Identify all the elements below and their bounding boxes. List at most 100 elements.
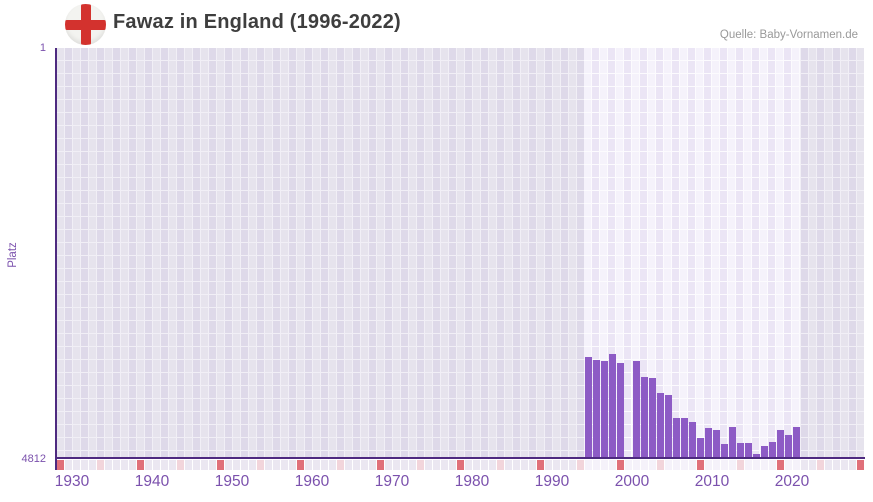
bar-2006[interactable]: [664, 395, 672, 457]
year-strip-cell-1996: [584, 460, 592, 470]
bar-2012[interactable]: [712, 430, 720, 457]
x-tick-label-1980: 1980: [454, 473, 490, 490]
year-strip-cell-1953: [240, 460, 248, 470]
bar-2013[interactable]: [720, 443, 728, 457]
x-axis-line: [56, 457, 865, 459]
year-strip-cell-1967: [352, 460, 360, 470]
bar-2019[interactable]: [768, 441, 776, 457]
year-strip-cell-2021: [784, 460, 792, 470]
x-tick-label-2010: 2010: [694, 473, 730, 490]
year-strip-cell-2014: [728, 460, 736, 470]
year-strip-cell-1934: [88, 460, 96, 470]
year-strip-cell-1945: [176, 460, 184, 470]
y-axis-line: [55, 48, 57, 470]
year-strip-cell-1950: [216, 460, 224, 470]
year-strip-cell-2007: [672, 460, 680, 470]
y-tick-bottom: 4812: [21, 453, 46, 465]
year-strip-cell-1975: [416, 460, 424, 470]
year-strip-cell-1959: [288, 460, 296, 470]
bar-2009[interactable]: [688, 422, 696, 457]
year-strip-cell-2026: [824, 460, 832, 470]
flag-cross-vertical: [80, 4, 91, 45]
year-strip-cell-1970: [376, 460, 384, 470]
year-strip-cell-1955: [256, 460, 264, 470]
bar-2004[interactable]: [648, 378, 656, 457]
year-strip-cell-1999: [608, 460, 616, 470]
year-strip-cell-1962: [312, 460, 320, 470]
year-strip-cell-1969: [368, 460, 376, 470]
year-strip-cell-2023: [800, 460, 808, 470]
year-strip-cell-2010: [696, 460, 704, 470]
bar-2017[interactable]: [752, 454, 760, 457]
bar-2021[interactable]: [784, 435, 792, 457]
year-strip-cell-1935: [96, 460, 104, 470]
bar-2005[interactable]: [656, 392, 664, 457]
bar-1998[interactable]: [600, 361, 608, 457]
year-strip-cell-2004: [648, 460, 656, 470]
year-strip-cell-2019: [768, 460, 776, 470]
bar-2020[interactable]: [776, 429, 784, 457]
year-strip-cell-1994: [568, 460, 576, 470]
year-strip-cell-1966: [344, 460, 352, 470]
plot-area: [57, 48, 864, 457]
year-strip-cell-2022: [792, 460, 800, 470]
year-strip-cell-2028: [840, 460, 848, 470]
year-strip-cell-1947: [192, 460, 200, 470]
x-tick-label-1950: 1950: [214, 473, 250, 490]
year-strip-cell-1961: [304, 460, 312, 470]
bar-2011[interactable]: [704, 427, 712, 457]
year-strip-cell-1987: [512, 460, 520, 470]
year-strip-cell-2009: [688, 460, 696, 470]
year-strip-cell-2025: [816, 460, 824, 470]
year-strip-cell-1964: [328, 460, 336, 470]
year-strip-cell-1931: [64, 460, 72, 470]
chart-title: Fawaz in England (1996-2022): [113, 11, 401, 33]
year-strip-cell-1984: [488, 460, 496, 470]
x-tick-label-1960: 1960: [294, 473, 330, 490]
year-strip-cell-1997: [592, 460, 600, 470]
bar-1996[interactable]: [584, 357, 592, 457]
bar-2007[interactable]: [672, 417, 680, 457]
bar-2003[interactable]: [640, 377, 648, 457]
year-strip-cell-1979: [448, 460, 456, 470]
year-strip-cell-1974: [408, 460, 416, 470]
bar-2015[interactable]: [736, 443, 744, 457]
year-strip-cell-2002: [632, 460, 640, 470]
bar-2002[interactable]: [632, 361, 640, 457]
year-strip-cell-1973: [400, 460, 408, 470]
bar-2022[interactable]: [792, 427, 800, 457]
year-strip-cell-1995: [576, 460, 584, 470]
bar-2008[interactable]: [680, 418, 688, 457]
bar-2014[interactable]: [728, 427, 736, 457]
year-strip-cell-2020: [776, 460, 784, 470]
year-strip-cell-1977: [432, 460, 440, 470]
bars-layer: [57, 48, 864, 457]
year-strip-cell-1981: [464, 460, 472, 470]
bar-2018[interactable]: [760, 446, 768, 457]
year-strip-cell-1940: [136, 460, 144, 470]
x-tick-label-1970: 1970: [374, 473, 410, 490]
year-strip-cell-1998: [600, 460, 608, 470]
year-strip-cell-2001: [624, 460, 632, 470]
bar-2016[interactable]: [744, 443, 752, 457]
bar-1999[interactable]: [608, 354, 616, 457]
bar-2000[interactable]: [616, 362, 624, 457]
year-strip-cell-1965: [336, 460, 344, 470]
year-strip-cell-1958: [280, 460, 288, 470]
year-strip-cell-1993: [560, 460, 568, 470]
bar-2010[interactable]: [696, 438, 704, 457]
year-strip-cell-1930: [56, 460, 64, 470]
year-strip-cell-1938: [120, 460, 128, 470]
year-strip-cell-1991: [544, 460, 552, 470]
year-strip-cell-2006: [664, 460, 672, 470]
year-strip-cell-1980: [456, 460, 464, 470]
source-credit: Quelle: Baby-Vornamen.de: [719, 29, 858, 41]
year-strip-cell-1943: [160, 460, 168, 470]
y-tick-top: 1: [39, 42, 46, 54]
england-flag-icon: [65, 4, 106, 45]
year-strip-cell-1936: [104, 460, 112, 470]
year-strip-cell-1956: [264, 460, 272, 470]
bar-1997[interactable]: [592, 360, 600, 457]
year-strip-cell-1982: [472, 460, 480, 470]
